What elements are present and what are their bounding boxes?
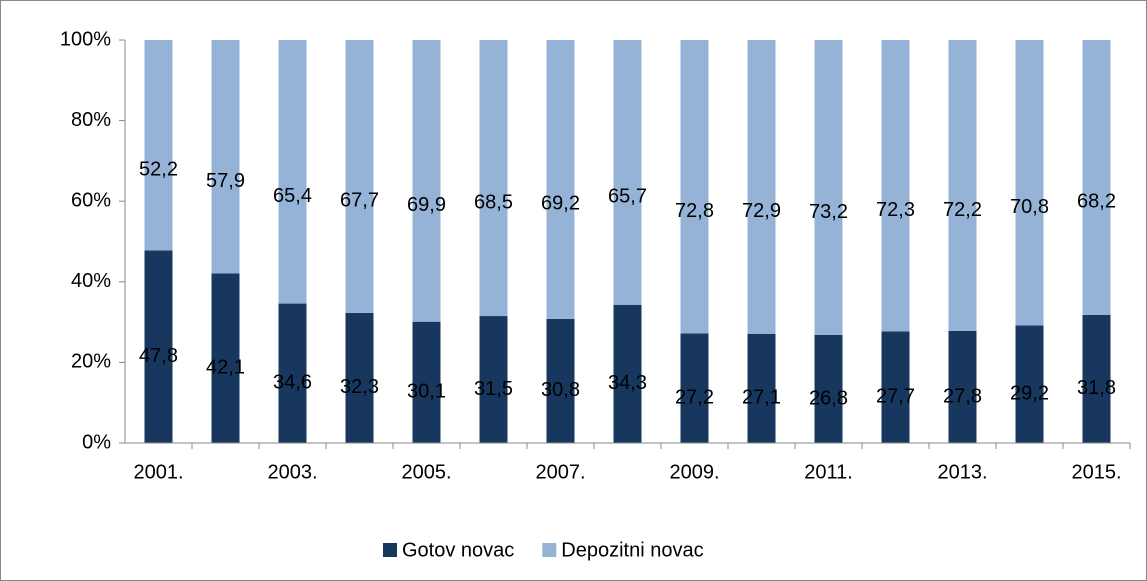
bar-segment [546,318,575,443]
x-tick-label: 2009. [669,461,719,483]
bar-segment [211,40,240,274]
bar-segment [881,40,910,332]
data-label: 72,8 [675,200,714,222]
y-tick-label: 100% [60,28,111,50]
x-tick-label: 2005. [401,461,451,483]
bar-segment [144,40,173,251]
legend-label: Gotov novac [402,539,514,561]
bar-segment [1082,40,1111,315]
data-label: 72,9 [742,200,781,222]
data-label: 27,8 [943,385,982,407]
bar-segment [412,40,441,322]
bar-segment [211,273,240,443]
data-label: 57,9 [206,170,245,192]
y-tick-label: 20% [71,351,111,373]
bar-segment [479,40,508,317]
data-label: 29,2 [1010,382,1049,404]
bar-segment [747,333,776,443]
bar-segment [479,316,508,443]
x-tick-label: 2003. [267,461,317,483]
data-label: 30,8 [541,379,580,401]
data-label: 52,2 [139,158,178,180]
bar-segment [680,333,709,443]
bar-segment [144,250,173,443]
bar-segment [546,40,575,319]
data-label: 32,3 [340,376,379,398]
x-tick-label: 2001. [133,461,183,483]
data-label: 31,8 [1077,377,1116,399]
bar-segment [948,40,977,331]
y-tick-label: 80% [71,109,111,131]
data-label: 70,8 [1010,196,1049,218]
x-tick-label: 2015. [1071,461,1121,483]
bar-segment [680,40,709,334]
bar-segment [278,40,307,304]
data-label: 26,8 [809,387,848,409]
data-label: 42,1 [206,356,245,378]
bar-segment [881,331,910,443]
legend-swatch [542,543,557,557]
data-label: 65,4 [273,185,312,207]
x-tick-label: 2013. [937,461,987,483]
data-label: 68,5 [474,191,513,213]
legend-swatch [383,543,397,557]
bar-segment [345,312,374,443]
data-label: 68,2 [1077,191,1116,213]
bar-segment [747,40,776,334]
data-label: 47,8 [139,345,178,367]
bar-segment [814,334,843,443]
data-label: 69,9 [407,194,446,216]
bar-segment [278,303,307,443]
bar-segment [1015,325,1044,443]
data-label: 73,2 [809,201,848,223]
bar-segment [948,330,977,443]
bar-segment [814,40,843,335]
bar-segment [613,40,642,305]
data-label: 69,2 [541,193,580,215]
data-label: 34,6 [273,372,312,394]
bar-segment [1082,314,1111,443]
data-label: 72,2 [943,199,982,221]
bar-segment [412,321,441,443]
data-label: 34,3 [608,372,647,394]
data-label: 27,1 [742,387,781,409]
bar-segment [613,304,642,443]
data-label: 30,1 [407,381,446,403]
y-tick-label: 0% [82,431,111,453]
data-label: 67,7 [340,190,379,212]
x-tick-label: 2007. [535,461,585,483]
bar-segment [345,40,374,313]
data-label: 65,7 [608,186,647,208]
data-label: 31,5 [474,378,513,400]
legend-label: Depozitni novac [561,539,703,561]
data-label: 27,2 [675,386,714,408]
y-tick-label: 40% [71,270,111,292]
x-tick-label: 2011. [804,461,853,483]
data-label: 72,3 [876,199,915,221]
bar-segment [1015,40,1044,326]
y-tick-label: 60% [71,189,111,211]
data-label: 27,7 [876,385,915,407]
